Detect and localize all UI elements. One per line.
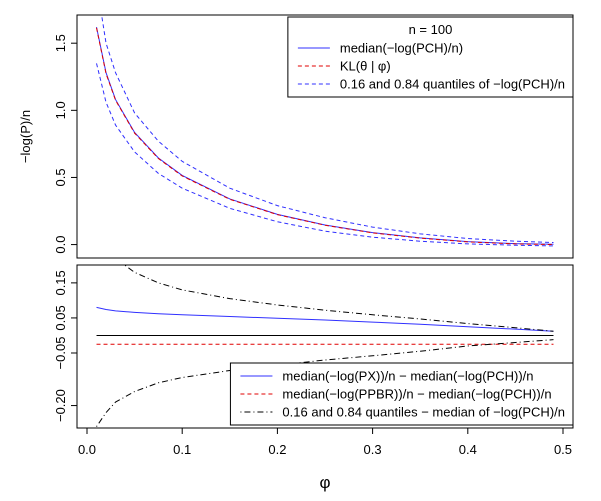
x-axis-label: φ (319, 473, 330, 492)
x-tick-label: 0.0 (78, 442, 96, 457)
legend-label: 0.16 and 0.84 quantiles − median of −log… (282, 405, 565, 420)
x-tick-label: 0.2 (268, 442, 286, 457)
legend-title: n = 100 (409, 22, 453, 37)
series-line (101, 15, 554, 244)
y-tick-label: 0.5 (53, 168, 68, 186)
series-line (96, 306, 554, 332)
plot-frame (76, 264, 574, 429)
legend-label: median(−log(PPBR))/n − median(−log(PCH))… (282, 387, 551, 402)
series-line (96, 27, 554, 246)
series-line (123, 265, 554, 332)
x-tick-label: 0.4 (459, 442, 477, 457)
legend-label: KL(θ | φ) (340, 59, 391, 74)
y-tick-label: 0.05 (53, 305, 68, 330)
series-line (96, 63, 554, 247)
y-tick-label: 0.15 (53, 270, 68, 295)
x-tick-label: 0.1 (173, 442, 191, 457)
legend-label: median(−log(PCH)/n) (340, 41, 463, 56)
y-tick-label: −0.05 (53, 337, 68, 370)
y-tick-label: 1.5 (53, 34, 68, 52)
y-tick-label: −0.20 (53, 389, 68, 422)
plot-frame (76, 14, 574, 259)
legend-box (287, 16, 574, 98)
x-tick-label: 0.3 (364, 442, 382, 457)
legend-label: 0.16 and 0.84 quantiles of −log(PCH)/n (340, 77, 565, 92)
y-tick-label: 1.0 (53, 101, 68, 119)
x-tick-label: 0.5 (554, 442, 572, 457)
y-tick-label: 0.0 (53, 236, 68, 254)
y-axis-label: −log(P)/n (18, 110, 33, 163)
legend-box (229, 362, 574, 426)
legend-label: median(−log(PX))/n − median(−log(PCH))/n (282, 369, 533, 384)
